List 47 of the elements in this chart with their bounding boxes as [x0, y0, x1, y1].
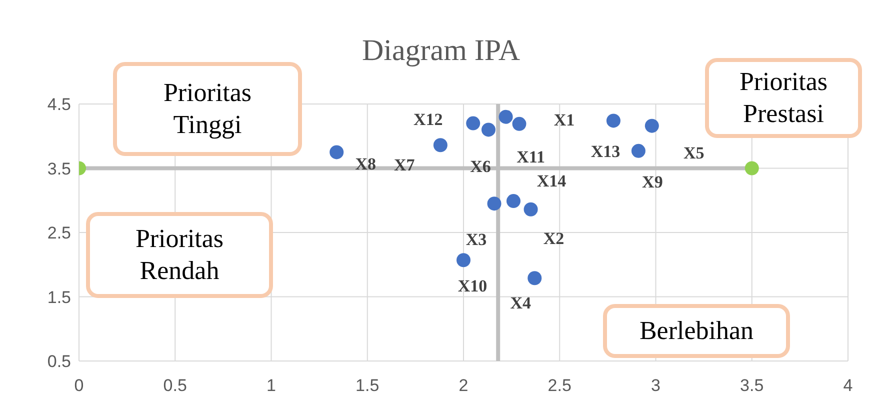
point	[512, 116, 526, 131]
point	[456, 253, 470, 268]
annotation: X12	[413, 110, 443, 129]
point	[330, 145, 344, 160]
text-box: Prioritas Tinggi	[113, 62, 302, 156]
point	[506, 194, 520, 208]
text-box: Berlebihan	[603, 304, 790, 358]
point	[487, 196, 502, 211]
point	[466, 116, 480, 130]
x-tick-label: 2	[458, 376, 468, 396]
annotation: X14	[536, 172, 567, 191]
x-tick-label: 0	[74, 376, 84, 396]
y-tick-label: 3.5	[47, 159, 71, 178]
point	[528, 271, 542, 286]
chart-title: Diagram IPA	[360, 34, 522, 68]
annotation: X1	[554, 110, 575, 130]
point	[631, 144, 646, 158]
annotation: X6	[470, 157, 491, 176]
point	[644, 118, 659, 133]
annotation: X13	[590, 142, 620, 162]
annotation: X2	[543, 228, 564, 248]
x-tick-label: 4	[843, 376, 853, 396]
annotation: X4	[510, 294, 532, 313]
point	[481, 122, 496, 137]
annotation: X8	[355, 154, 376, 174]
x-tick-label: 0.5	[163, 376, 187, 396]
point	[433, 138, 448, 152]
x-tick-label: 1	[266, 376, 276, 396]
annotation: X9	[642, 172, 663, 192]
y-tick-label: 1.5	[47, 288, 71, 307]
y-tick-label: 4.5	[47, 95, 71, 114]
x-tick-label: 2.5	[548, 376, 572, 396]
annotation: X11	[516, 147, 545, 166]
text-box: Prioritas Rendah	[86, 212, 273, 298]
y-tick-label: 0.5	[47, 352, 71, 372]
x-tick-label: 3.5	[740, 376, 764, 396]
x-tick-label: 3	[651, 376, 660, 396]
text-box: Prioritas Prestasi	[705, 58, 862, 138]
point	[524, 202, 538, 216]
x-tick-label: 1.5	[356, 376, 380, 396]
y-tick-label: 2.5	[47, 224, 71, 243]
annotation: X3	[466, 230, 487, 250]
annotation: X7	[394, 156, 416, 175]
point	[606, 114, 620, 128]
annotation: X5	[684, 143, 704, 162]
annotation: X10	[458, 276, 488, 296]
point	[498, 110, 513, 124]
